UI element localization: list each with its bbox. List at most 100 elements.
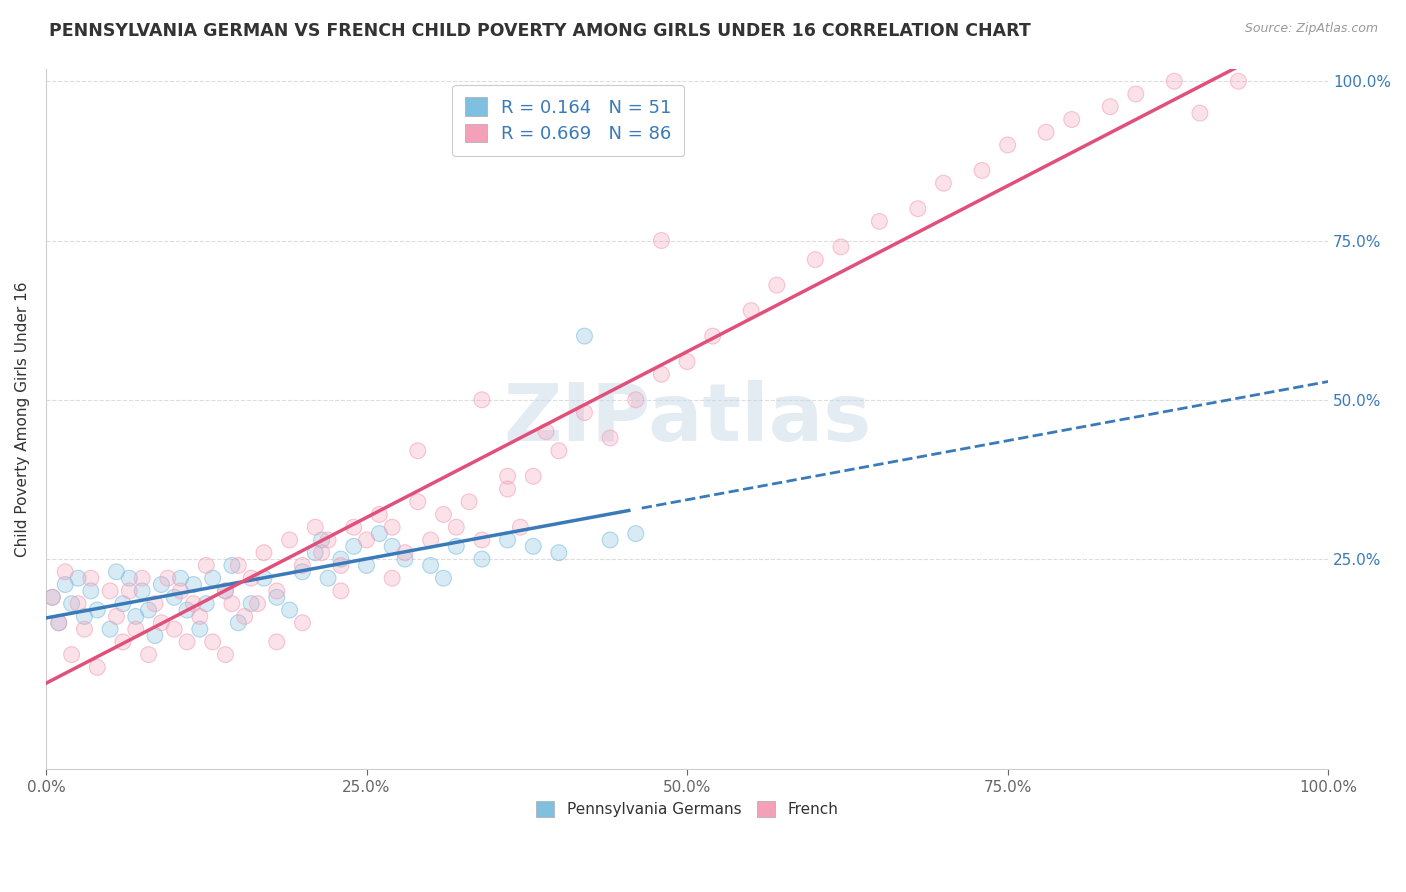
Point (143, 597, 166, 611)
Point (970, 163, 993, 178)
Point (138, 648, 160, 662)
Point (125, 609, 148, 624)
Point (188, 622, 211, 636)
Point (329, 558, 352, 573)
Point (599, 431, 621, 445)
Point (547, 546, 569, 560)
Point (80, 571, 103, 585)
Point (253, 571, 276, 585)
Point (176, 635, 198, 649)
Point (278, 603, 301, 617)
Point (169, 571, 191, 585)
Point (765, 278, 787, 293)
Point (163, 591, 186, 605)
Point (73, 622, 96, 636)
Point (86, 660, 108, 674)
Point (138, 648, 160, 662)
Point (522, 539, 544, 553)
Point (131, 571, 153, 585)
Point (496, 482, 519, 496)
Point (522, 469, 544, 483)
Point (406, 494, 429, 508)
Point (98, 583, 121, 598)
Point (66, 571, 89, 585)
Point (188, 609, 211, 624)
Point (419, 533, 441, 547)
Point (53, 577, 76, 591)
Point (48, 615, 70, 630)
Point (446, 539, 468, 553)
Point (111, 597, 134, 611)
Point (41, 591, 63, 605)
Point (143, 628, 166, 642)
Point (419, 533, 441, 547)
Point (143, 628, 166, 642)
Point (356, 558, 378, 573)
Point (291, 615, 314, 630)
Point (266, 635, 288, 649)
Point (183, 577, 205, 591)
Point (183, 597, 205, 611)
Point (53, 565, 76, 579)
Point (131, 583, 153, 598)
Point (195, 597, 218, 611)
Point (131, 571, 153, 585)
Point (98, 622, 121, 636)
Point (150, 615, 173, 630)
Point (676, 354, 699, 368)
Point (329, 552, 352, 566)
Point (176, 603, 198, 617)
Point (118, 571, 141, 585)
Point (932, 176, 955, 190)
Point (183, 577, 205, 591)
Point (80, 583, 103, 598)
Point (446, 520, 468, 534)
Point (534, 425, 557, 439)
Point (574, 405, 596, 419)
Point (266, 583, 288, 598)
Point (316, 571, 339, 585)
Text: Source: ZipAtlas.com: Source: ZipAtlas.com (1244, 22, 1378, 36)
Point (150, 615, 173, 630)
Point (368, 508, 391, 522)
Point (446, 520, 468, 534)
Point (432, 571, 454, 585)
Point (432, 571, 454, 585)
Point (1125, 87, 1147, 101)
Point (547, 443, 569, 458)
Point (304, 520, 326, 534)
Point (868, 214, 890, 228)
Point (830, 240, 852, 254)
Point (765, 278, 787, 293)
Point (970, 163, 993, 178)
Point (266, 583, 288, 598)
Point (163, 622, 186, 636)
Point (163, 591, 186, 605)
Point (311, 546, 333, 560)
Point (907, 202, 929, 216)
Point (246, 597, 269, 611)
Point (702, 329, 724, 343)
Point (111, 597, 134, 611)
Text: ZIPatlas: ZIPatlas (503, 380, 872, 458)
Point (150, 577, 173, 591)
Point (381, 571, 404, 585)
Y-axis label: Child Poverty Among Girls Under 16: Child Poverty Among Girls Under 16 (15, 281, 30, 557)
Point (599, 533, 621, 547)
Point (676, 354, 699, 368)
Point (60, 648, 83, 662)
Point (183, 597, 205, 611)
Point (195, 558, 218, 573)
Point (156, 571, 179, 585)
Point (1099, 100, 1122, 114)
Point (138, 603, 160, 617)
Point (316, 533, 339, 547)
Point (599, 431, 621, 445)
Point (246, 597, 269, 611)
Point (624, 526, 647, 541)
Point (419, 558, 441, 573)
Point (60, 597, 83, 611)
Point (329, 583, 352, 598)
Point (1227, 74, 1250, 88)
Point (534, 425, 557, 439)
